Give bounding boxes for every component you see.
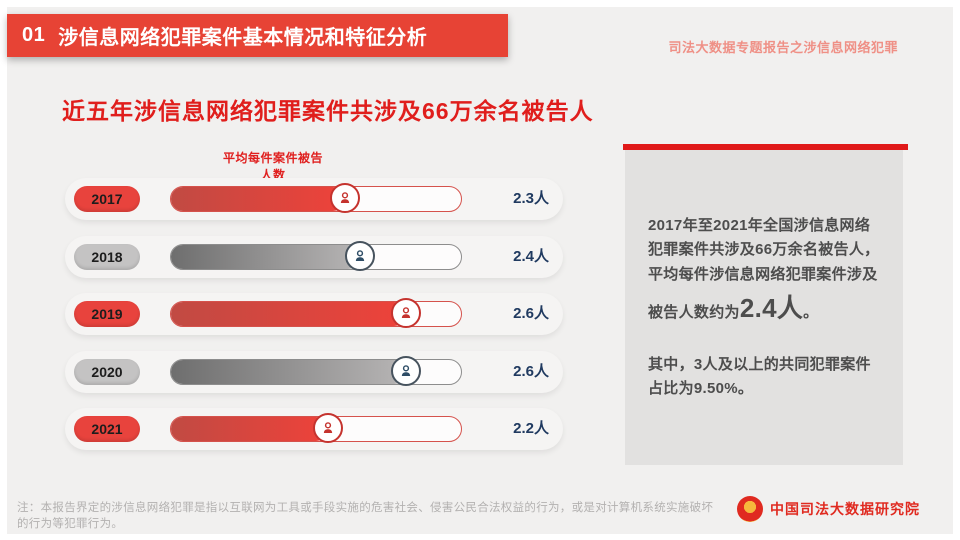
year-label: 2017 [74, 186, 140, 212]
bar-fill [171, 359, 406, 384]
bar-fill [171, 417, 328, 441]
panel-accent-bar [623, 144, 908, 150]
person-icon [323, 422, 332, 433]
value-label: 2.4人 [513, 247, 549, 265]
bar-fill [171, 302, 406, 326]
summary-paragraph-2: 其中，3人及以上的共同犯罪案件占比为9.50%。 [648, 356, 871, 398]
person-icon [340, 192, 350, 203]
chart-row-2017: 2017 2.3人 [65, 178, 563, 220]
value-label: 2.3人 [513, 190, 549, 207]
person-icon [401, 307, 411, 318]
organization-logo-block: ★ 中国司法大数据研究院 [737, 496, 920, 522]
chart-row-2018: 2018 2.4人 [65, 235, 563, 278]
bar-track [170, 355, 462, 386]
footnote: 注：本报告界定的涉信息网络犯罪是指以互联网为工具或手段实施的危害社会、侵害公民合… [17, 502, 714, 530]
summary-panel: 2017年至2021年全国涉信息网络犯罪案件共涉及66万余名被告人，平均每件涉信… [625, 150, 903, 465]
value-label: 2.2人 [513, 420, 549, 437]
bar-track [170, 298, 462, 328]
year-label: 2018 [74, 243, 140, 270]
person-badge [344, 240, 375, 271]
year-label: 2020 [74, 358, 140, 385]
person-icon [401, 364, 411, 376]
bar-track [170, 413, 462, 443]
organization-name: 中国司法大数据研究院 [770, 501, 920, 517]
value-label: 2.6人 [513, 305, 549, 322]
section-number: 01 [22, 24, 46, 46]
highlight-value: 2.4人 [739, 292, 804, 323]
section-title: 涉信息网络犯罪案件基本情况和特征分析 [58, 27, 428, 49]
page-title: 近五年涉信息网络犯罪案件共涉及66万余名被告人 [62, 98, 594, 124]
value-label: 2.6人 [513, 362, 549, 380]
person-badge [312, 413, 343, 443]
person-badge [330, 183, 360, 213]
year-label: 2021 [74, 416, 140, 442]
chart-row-2020: 2020 2.6人 [65, 350, 563, 393]
chart-row-2021: 2021 2.2人 [65, 408, 563, 450]
person-badge [390, 298, 421, 328]
chart-row-2019: 2019 2.6人 [65, 293, 563, 335]
bar-fill [171, 187, 345, 211]
person-badge [390, 355, 421, 386]
bar-track [170, 183, 462, 213]
summary-paragraph-1: 2017年至2021年全国涉信息网络犯罪案件共涉及66万余名被告人，平均每件涉信… [648, 217, 880, 323]
section-header-banner: 01 涉信息网络犯罪案件基本情况和特征分析 [7, 14, 508, 57]
national-emblem-icon: ★ [737, 496, 763, 522]
year-label: 2019 [74, 301, 140, 327]
bar-fill [171, 244, 360, 269]
person-icon [355, 249, 364, 261]
bar-track [170, 240, 462, 271]
report-series-label: 司法大数据专题报告之涉信息网络犯罪 [668, 40, 898, 55]
